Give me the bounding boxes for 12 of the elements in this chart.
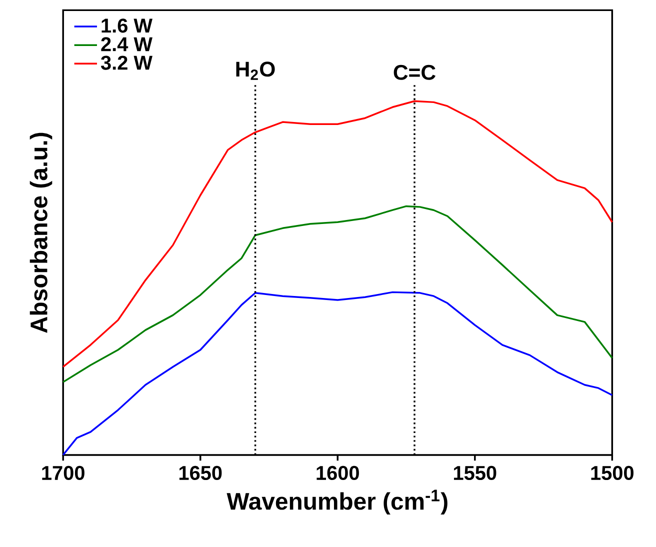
ref-line-label: C=C: [394, 64, 436, 80]
x-tick-label: 1550: [454, 466, 496, 480]
legend-label: 3.2 W: [100, 56, 152, 70]
x-tick-label: 1600: [316, 466, 359, 480]
x-tick-label: 1500: [591, 466, 634, 480]
legend-label: 1.6 W: [102, 18, 152, 33]
x-axis-title: Wavenumber (cm$^{-1}$): [226, 490, 448, 515]
y-axis-title: Absorbance (a.u.): [30, 132, 52, 334]
legend-label: 2.4 W: [101, 37, 152, 52]
ref-line-label: H$_{2}$O: [236, 62, 275, 80]
x-tick-label: 1700: [42, 466, 84, 480]
x-tick-label: 1650: [179, 466, 222, 480]
